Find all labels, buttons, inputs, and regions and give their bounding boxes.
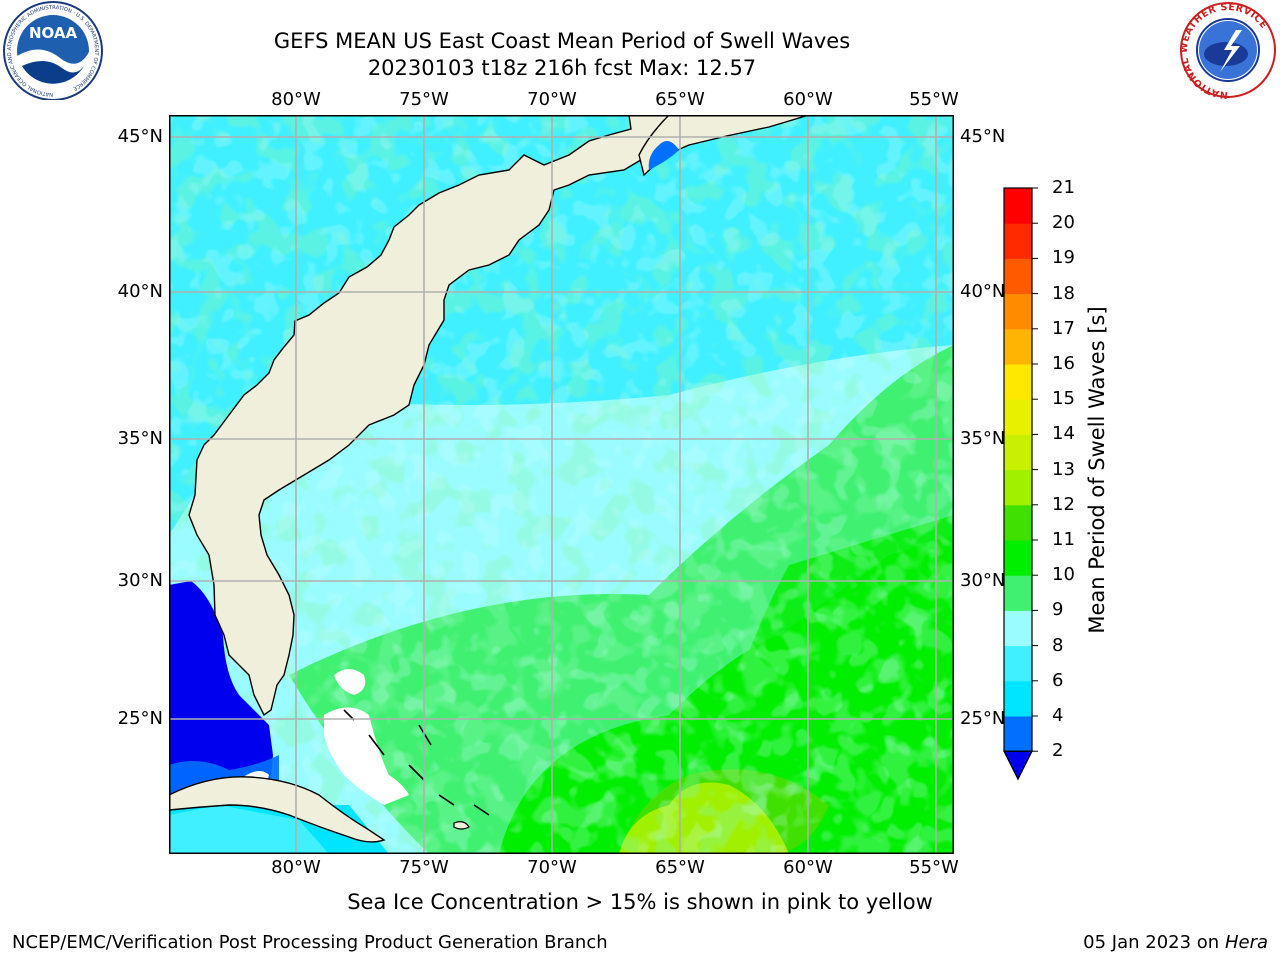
lon-label-bottom: 55°W <box>909 857 959 878</box>
swell-period-map <box>169 115 954 854</box>
colorbar-tick-label: 14 <box>1052 423 1075 445</box>
map-subtitle: 20230103 t18z 216h fcst Max: 12.57 <box>367 56 757 80</box>
colorbar-tick-label: 4 <box>1052 705 1064 726</box>
colorbar-label: Mean Period of Swell Waves [s] <box>1085 306 1109 634</box>
colorbar-tick-label: 6 <box>1052 669 1064 691</box>
lat-label-right: 45°N <box>960 126 1006 147</box>
lon-label-bottom: 80°W <box>271 857 321 878</box>
host-name: Hera <box>1224 932 1268 953</box>
nws-logo: NATIONAL WEATHER SERVICE <box>1179 2 1276 100</box>
lat-label-right: 35°N <box>960 428 1006 449</box>
lon-label-bottom: 65°W <box>655 857 705 878</box>
lon-label-top: 55°W <box>909 89 959 110</box>
gulf-of-mexico <box>169 581 273 815</box>
lat-label-right: 30°N <box>960 570 1006 591</box>
lon-label-bottom: 70°W <box>527 857 577 878</box>
colorbar-bin <box>1004 504 1032 541</box>
bahamas-banks <box>324 707 409 805</box>
cuba <box>169 776 386 843</box>
colorbar-tick-label: 16 <box>1052 353 1075 374</box>
lat-label-left: 35°N <box>117 428 163 449</box>
colorbar <box>1003 187 1038 781</box>
colorbar-tick-label: 13 <box>1052 458 1075 480</box>
lat-label-left: 25°N <box>117 708 163 729</box>
colorbar-extend-arrow <box>1003 750 1033 781</box>
colorbar-bin <box>1004 223 1032 259</box>
north-america-land <box>169 115 730 717</box>
lon-label-bottom: 75°W <box>399 857 449 878</box>
svg-text:NOAA: NOAA <box>29 24 78 42</box>
lat-label-right: 25°N <box>960 708 1006 729</box>
colorbar-bin <box>1004 293 1032 330</box>
lon-label-bottom: 60°W <box>783 857 833 878</box>
colorbar-tick-label: 20 <box>1052 212 1075 234</box>
lat-label-right: 40°N <box>960 281 1006 302</box>
colorbar-bin <box>1004 399 1032 435</box>
producer-credit: NCEP/EMC/Verification Post Processing Pr… <box>12 932 608 953</box>
graticule <box>169 115 954 854</box>
colorbar-bin <box>1004 364 1032 400</box>
colorbar-bin <box>1004 645 1032 682</box>
lat-label-left: 45°N <box>117 126 163 147</box>
colorbar-bin <box>1004 328 1032 365</box>
colorbar-tick-label: 2 <box>1052 740 1064 762</box>
lon-label-top: 80°W <box>271 89 321 110</box>
map-title: GEFS MEAN US East Coast Mean Period of S… <box>273 29 851 53</box>
lat-label-left: 40°N <box>117 281 163 302</box>
colorbar-tick-label: 21 <box>1052 177 1075 198</box>
lon-label-top: 70°W <box>527 89 577 110</box>
generation-date: 05 Jan 2023 on Hera <box>1083 932 1268 953</box>
lat-label-left: 30°N <box>117 570 163 591</box>
colorbar-tick-label: 8 <box>1052 634 1064 656</box>
sea-ice-note: Sea Ice Concentration > 15% is shown in … <box>347 890 933 914</box>
colorbar-tick-label: 15 <box>1052 388 1075 410</box>
colorbar-bin <box>1004 575 1032 611</box>
colorbar-bin <box>1004 716 1032 752</box>
colorbar-bin <box>1004 258 1032 295</box>
colorbar-bin <box>1004 434 1032 471</box>
lon-label-top: 60°W <box>783 89 833 110</box>
colorbar-bin <box>1004 540 1032 576</box>
colorbar-tick-label: 9 <box>1052 599 1064 621</box>
colorbar-bin <box>1004 680 1032 717</box>
colorbar-tick-label: 18 <box>1052 282 1075 304</box>
lon-label-top: 65°W <box>655 89 705 110</box>
colorbar-tick-label: 10 <box>1052 564 1075 586</box>
bahamas-islands <box>343 709 490 816</box>
colorbar-bin <box>1004 188 1032 224</box>
lon-label-top: 75°W <box>399 89 449 110</box>
colorbar-tick-label: 11 <box>1052 529 1075 550</box>
colorbar-tick-label: 12 <box>1052 493 1075 515</box>
noaa-logo: NOAA NATIONAL OCEANIC AND ATMOSPHERIC AD… <box>3 1 103 100</box>
generation-date-text: 05 Jan 2023 on <box>1083 932 1225 953</box>
colorbar-tick-label: 17 <box>1052 317 1075 339</box>
colorbar-tick-label: 19 <box>1052 247 1075 269</box>
colorbar-bin <box>1004 469 1032 506</box>
colorbar-bin <box>1004 610 1032 647</box>
